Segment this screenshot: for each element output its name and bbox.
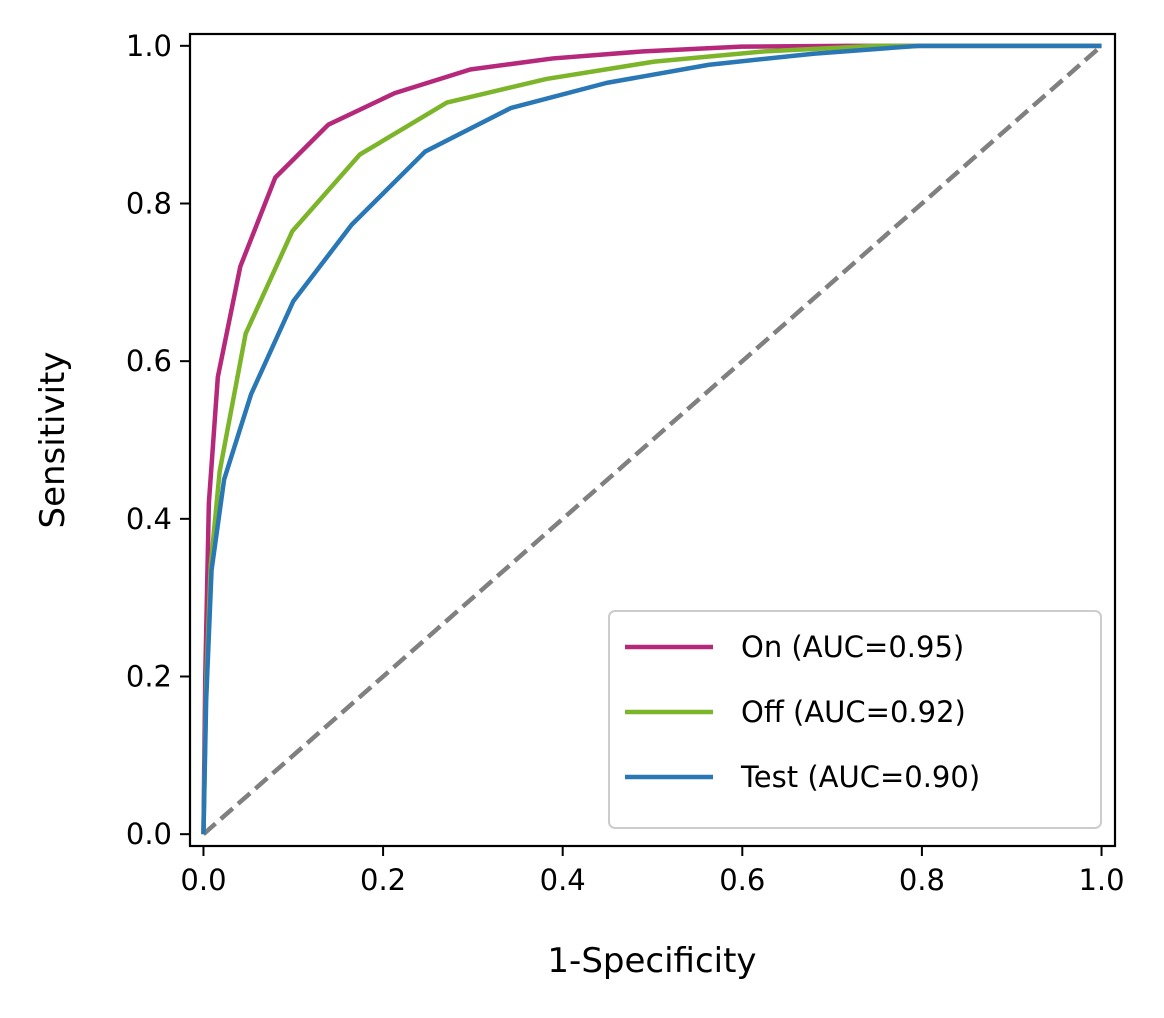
legend-label: Off (AUC=0.92) [741, 695, 966, 729]
y-tick-label: 0.2 [126, 660, 172, 694]
x-tick-label: 1.0 [1078, 863, 1124, 897]
legend-box [608, 610, 1102, 829]
legend-label: On (AUC=0.95) [741, 630, 964, 664]
x-axis-ticks: 0.0 0.2 0.4 0.6 0.8 1.0 [180, 846, 1125, 897]
x-tick-label: 0.2 [360, 863, 406, 897]
reference-diagonal-line [201, 44, 1104, 836]
series-line-3 [201, 43, 1102, 835]
plot-frame [188, 32, 1117, 848]
plot-marks [201, 43, 1104, 836]
y-tick-label: 0.8 [126, 186, 172, 220]
series-line-1 [201, 43, 1102, 835]
y-tick-label: 0.6 [126, 344, 172, 378]
y-tick-label: 1.0 [126, 29, 172, 63]
x-tick-label: 0.8 [899, 863, 945, 897]
legend: On (AUC=0.95) Off (AUC=0.92) Test (AUC=0.9… [608, 610, 1102, 829]
y-tick-label: 0.4 [126, 502, 172, 536]
legend-label: Test (AUC=0.90) [740, 760, 980, 794]
x-tick-label: 0.0 [180, 863, 226, 897]
y-tick-label: 0.0 [126, 817, 172, 851]
y-axis-ticks: 0.0 0.2 0.4 0.6 0.8 1.0 [126, 29, 190, 851]
y-axis-label: Sensitivity [33, 351, 73, 528]
x-tick-label: 0.6 [719, 863, 765, 897]
x-tick-label: 0.4 [540, 863, 586, 897]
x-axis-label: 1-Specificity [547, 941, 756, 981]
